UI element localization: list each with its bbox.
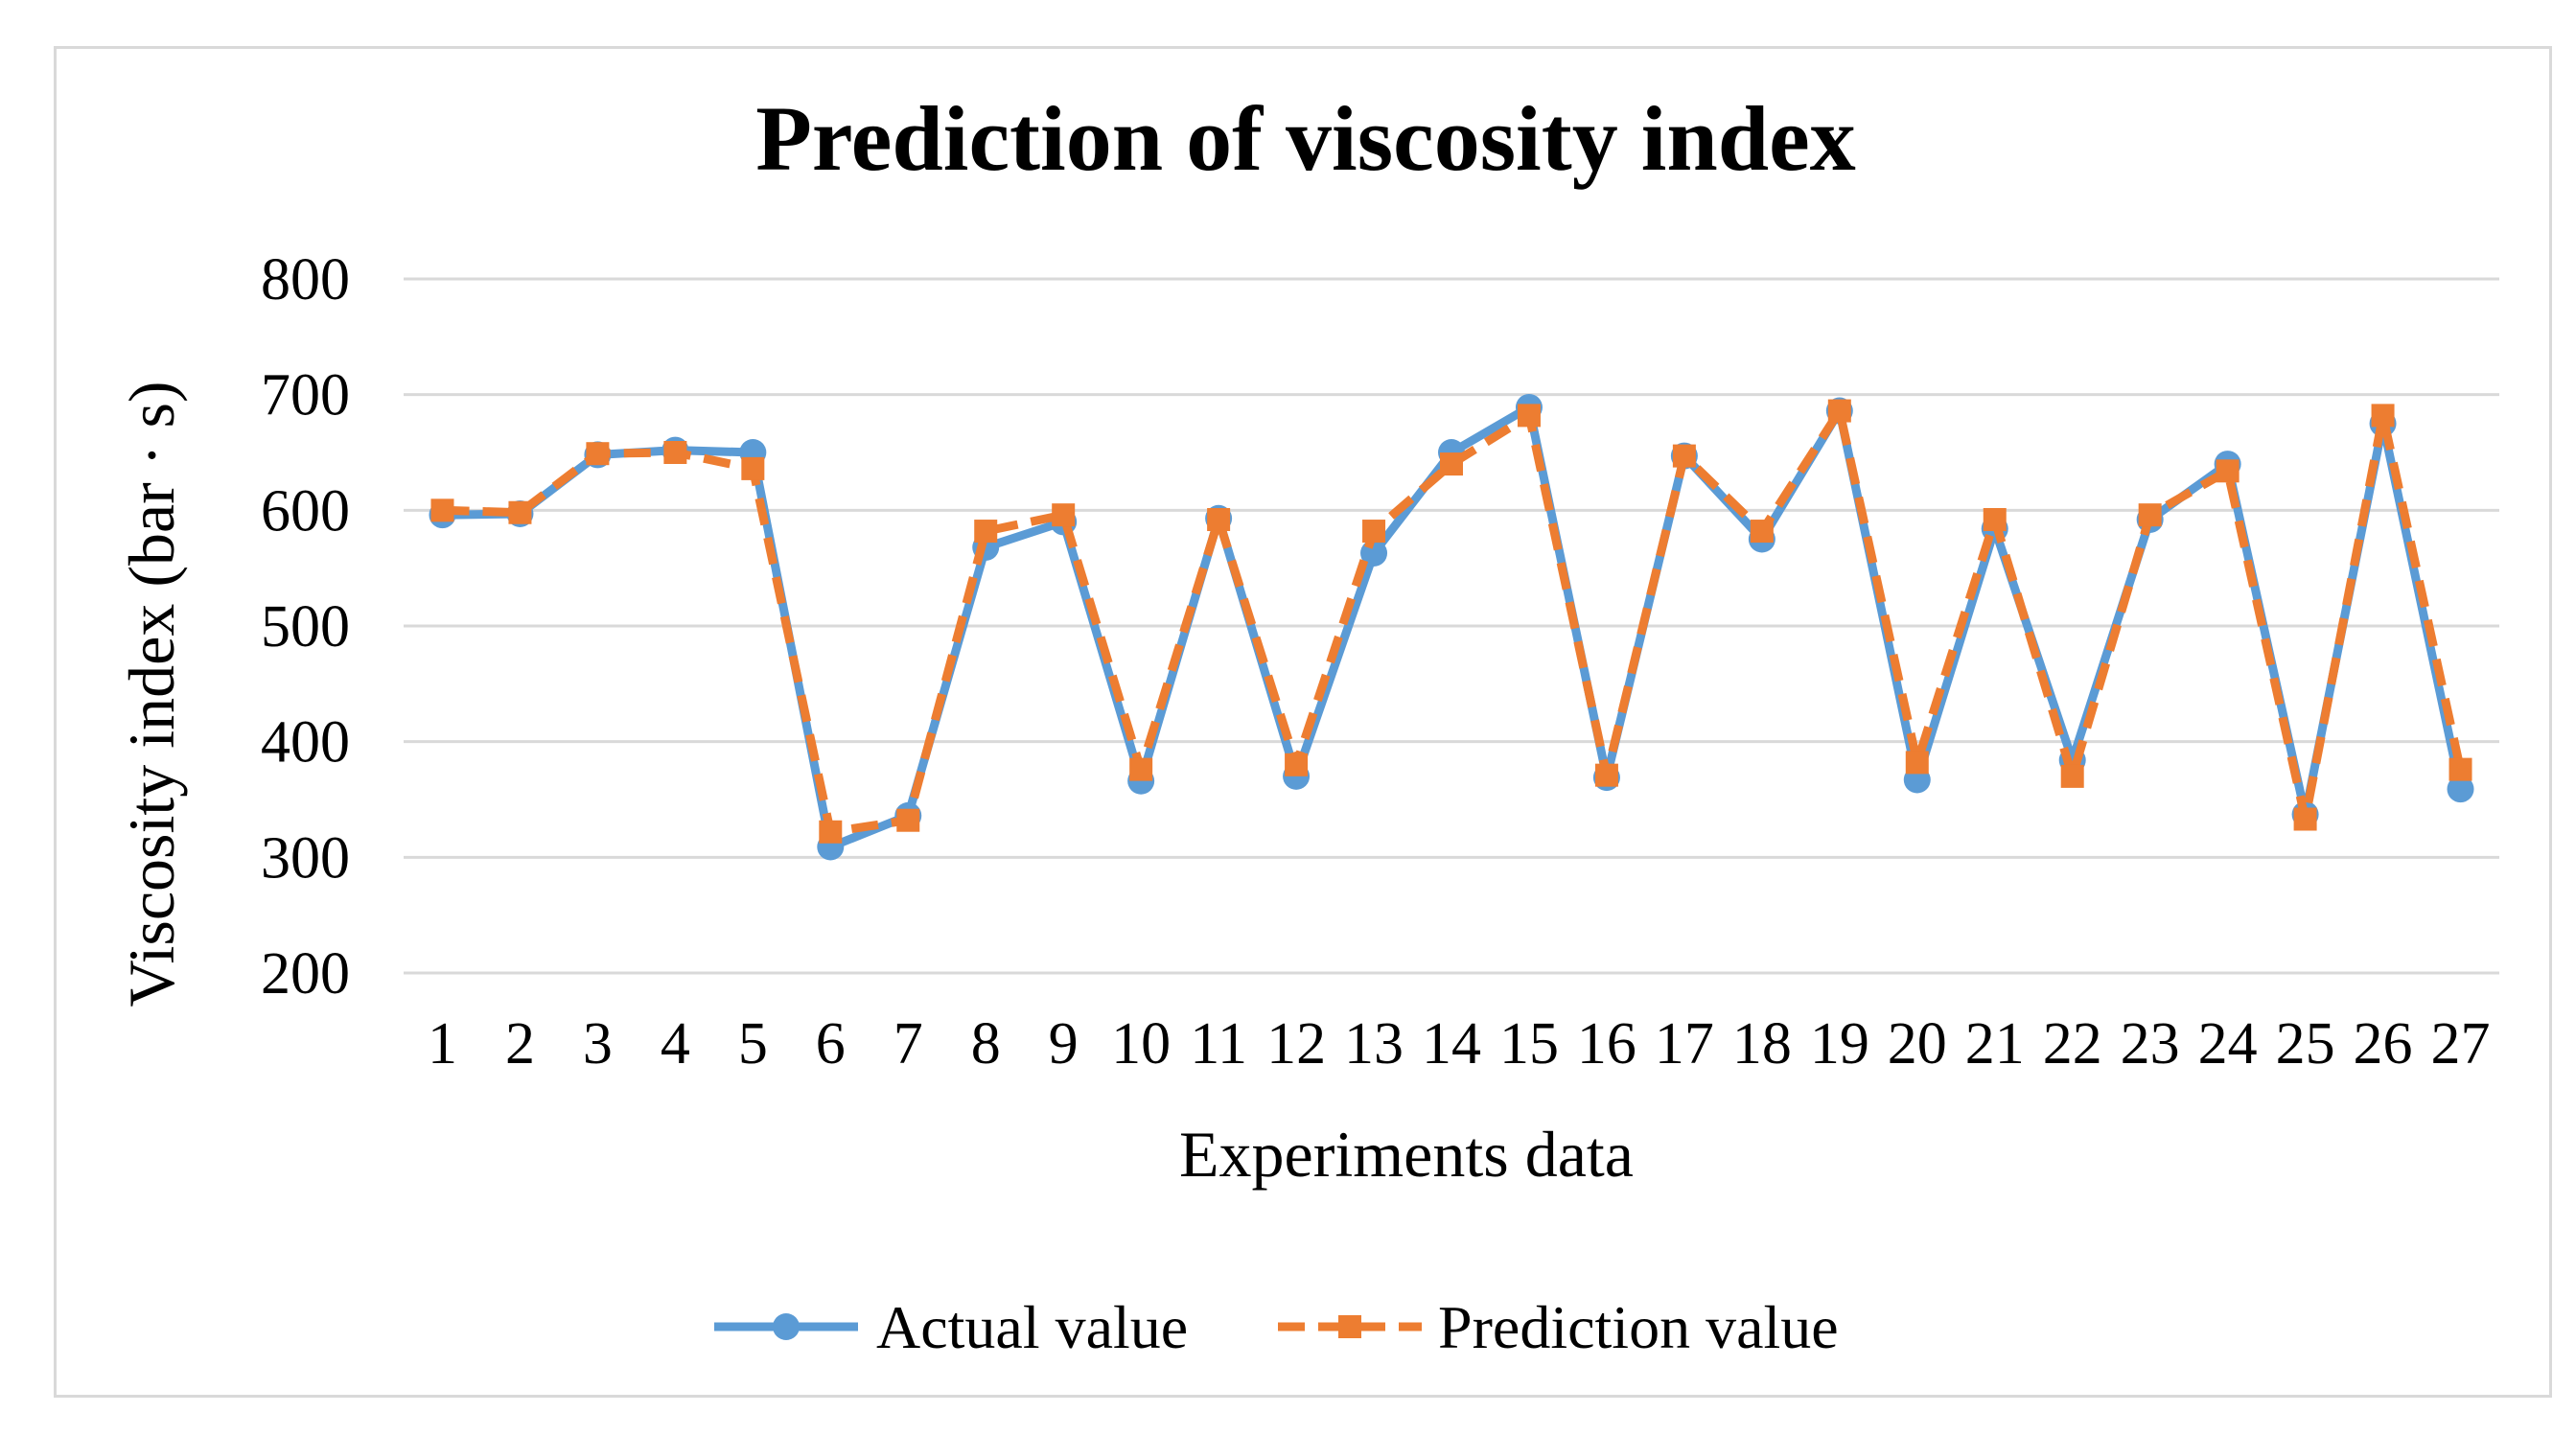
data-point-prediction — [1285, 753, 1309, 776]
x-tick-label: 16 — [1577, 1011, 1636, 1077]
x-tick-label: 20 — [1888, 1011, 1947, 1077]
x-tick-label: 6 — [816, 1011, 846, 1077]
x-tick-label: 25 — [2276, 1011, 2335, 1077]
data-point-prediction — [1594, 763, 1618, 787]
data-point-prediction — [1750, 520, 1774, 544]
x-tick-label: 21 — [1965, 1011, 2025, 1077]
x-tick-label: 13 — [1344, 1011, 1404, 1077]
legend-marker-prediction — [1338, 1315, 1361, 1338]
gridlines — [404, 277, 2499, 975]
chart-title: Prediction of viscosity index — [755, 87, 1856, 190]
x-tick-label: 7 — [893, 1011, 923, 1077]
x-tick-label: 24 — [2198, 1011, 2258, 1077]
data-point-prediction — [2138, 503, 2162, 527]
data-point-prediction — [896, 808, 920, 832]
data-point-prediction — [2293, 807, 2317, 831]
x-tick-label: 18 — [1732, 1011, 1792, 1077]
y-tick-label: 200 — [261, 941, 350, 1007]
legend-item-prediction[interactable]: Prediction value — [1278, 1293, 1839, 1361]
data-point-prediction — [1827, 399, 1851, 423]
data-point-prediction — [2371, 404, 2395, 428]
series-line-prediction — [442, 406, 2465, 837]
x-tick-label: 5 — [738, 1011, 768, 1077]
data-point-actual — [2447, 776, 2474, 803]
data-point-prediction — [974, 520, 998, 544]
data-point-prediction — [1362, 520, 1386, 544]
data-point-prediction — [1129, 757, 1153, 781]
data-point-prediction — [2060, 764, 2084, 788]
series-prediction — [430, 399, 2472, 844]
x-tick-label: 10 — [1111, 1011, 1171, 1077]
x-tick-label: 17 — [1655, 1011, 1714, 1077]
x-axis-label: Experiments data — [1179, 1118, 1634, 1191]
x-axis-ticks: 1 2 3 4 5 6 7 8 9 10 11 12 13 14 15 16 17 18 19 20 21 22 23 24 2… — [428, 1011, 2491, 1077]
data-point-prediction — [508, 500, 532, 524]
data-point-prediction — [741, 456, 765, 480]
x-tick-label: 12 — [1266, 1011, 1326, 1077]
x-tick-label: 26 — [2354, 1011, 2413, 1077]
data-point-prediction — [1052, 503, 1076, 527]
x-tick-label: 23 — [2121, 1011, 2180, 1077]
x-tick-label: 9 — [1049, 1011, 1079, 1077]
legend-label-prediction: Prediction value — [1438, 1293, 1839, 1361]
x-tick-label: 11 — [1190, 1011, 1247, 1077]
y-tick-label: 500 — [261, 594, 350, 660]
y-axis-ticks: 200 300 400 500 600 700 800 — [261, 247, 350, 1007]
x-tick-label: 4 — [661, 1011, 690, 1077]
y-axis-label: Viscosity index (bar · s) — [115, 381, 188, 1007]
line-chart: Prediction of viscosity index 200 300 400 5… — [115, 87, 2499, 1361]
y-tick-label: 700 — [261, 363, 350, 428]
data-point-prediction — [1672, 444, 1696, 468]
data-point-prediction — [430, 498, 454, 522]
x-tick-label: 22 — [2043, 1011, 2102, 1077]
legend-item-actual[interactable]: Actual value — [714, 1293, 1188, 1361]
x-tick-label: 15 — [1499, 1011, 1559, 1077]
data-point-prediction — [1207, 507, 1231, 531]
x-tick-label: 8 — [971, 1011, 1001, 1077]
data-point-prediction — [1983, 507, 2007, 531]
x-tick-label: 3 — [583, 1011, 613, 1077]
x-tick-label: 19 — [1810, 1011, 1869, 1077]
data-point-prediction — [1517, 404, 1541, 428]
y-tick-label: 400 — [261, 710, 350, 776]
series-layer — [429, 393, 2474, 861]
chart-frame: Prediction of viscosity index 200 300 400 5… — [54, 46, 2552, 1398]
x-tick-label: 14 — [1422, 1011, 1481, 1077]
x-tick-label: 27 — [2431, 1011, 2491, 1077]
legend[interactable]: Actual value Prediction value — [714, 1293, 1839, 1361]
data-point-prediction — [586, 442, 610, 466]
x-tick-label: 1 — [428, 1011, 457, 1077]
data-point-prediction — [663, 441, 687, 464]
legend-label-actual: Actual value — [876, 1293, 1188, 1361]
y-tick-label: 600 — [261, 478, 350, 544]
data-point-prediction — [819, 820, 843, 844]
y-tick-label: 800 — [261, 247, 350, 313]
data-point-prediction — [1905, 751, 1929, 775]
x-tick-label: 2 — [505, 1011, 535, 1077]
y-tick-label: 300 — [261, 825, 350, 891]
data-point-prediction — [1440, 452, 1463, 476]
data-point-prediction — [2448, 757, 2472, 781]
data-point-prediction — [2216, 459, 2239, 483]
legend-marker-actual — [773, 1313, 800, 1340]
